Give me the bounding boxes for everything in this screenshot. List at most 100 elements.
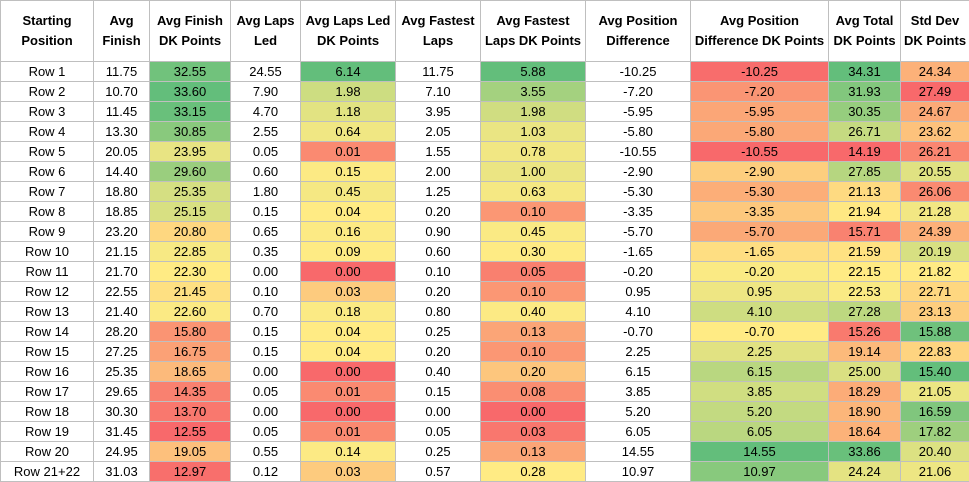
cell: 20.80 (150, 222, 231, 242)
row-label: Row 6 (1, 162, 94, 182)
cell: 0.00 (231, 402, 301, 422)
cell: 22.71 (901, 282, 969, 302)
cell: 16.59 (901, 402, 969, 422)
cell: 0.10 (481, 202, 586, 222)
cell: 0.63 (481, 182, 586, 202)
cell: 0.09 (301, 242, 396, 262)
cell: 0.12 (231, 462, 301, 482)
cell: 21.40 (94, 302, 150, 322)
cell: 26.06 (901, 182, 969, 202)
cell: 5.20 (691, 402, 829, 422)
row-label: Row 7 (1, 182, 94, 202)
cell: 14.55 (691, 442, 829, 462)
cell: 23.62 (901, 122, 969, 142)
cell: 0.15 (231, 342, 301, 362)
cell: -5.95 (586, 102, 691, 122)
cell: 6.05 (586, 422, 691, 442)
cell: 0.10 (396, 262, 481, 282)
cell: 10.97 (586, 462, 691, 482)
cell: -1.65 (691, 242, 829, 262)
column-header: Avg Laps Led DK Points (301, 1, 396, 62)
cell: 0.00 (301, 362, 396, 382)
cell: 18.29 (829, 382, 901, 402)
cell: 0.40 (481, 302, 586, 322)
cell: -0.70 (691, 322, 829, 342)
cell: 0.25 (396, 442, 481, 462)
cell: 10.70 (94, 82, 150, 102)
cell: 25.00 (829, 362, 901, 382)
row-label: Row 20 (1, 442, 94, 462)
cell: -5.70 (586, 222, 691, 242)
cell: 22.85 (150, 242, 231, 262)
cell: 2.55 (231, 122, 301, 142)
cell: 0.04 (301, 322, 396, 342)
cell: -0.20 (691, 262, 829, 282)
cell: -0.20 (586, 262, 691, 282)
cell: 22.30 (150, 262, 231, 282)
cell: 24.24 (829, 462, 901, 482)
cell: 15.80 (150, 322, 231, 342)
cell: 0.01 (301, 142, 396, 162)
cell: 24.67 (901, 102, 969, 122)
cell: 0.10 (481, 282, 586, 302)
row-label: Row 16 (1, 362, 94, 382)
cell: 0.00 (481, 402, 586, 422)
row-label: Row 14 (1, 322, 94, 342)
cell: 22.15 (829, 262, 901, 282)
column-header: Avg Total DK Points (829, 1, 901, 62)
cell: 26.21 (901, 142, 969, 162)
cell: 10.97 (691, 462, 829, 482)
cell: 6.14 (301, 62, 396, 82)
cell: -7.20 (691, 82, 829, 102)
cell: 23.20 (94, 222, 150, 242)
cell: -3.35 (691, 202, 829, 222)
cell: 28.20 (94, 322, 150, 342)
cell: 24.55 (231, 62, 301, 82)
row-label: Row 9 (1, 222, 94, 242)
cell: 20.19 (901, 242, 969, 262)
cell: -10.55 (691, 142, 829, 162)
cell: 15.40 (901, 362, 969, 382)
cell: 22.60 (150, 302, 231, 322)
cell: 2.25 (691, 342, 829, 362)
cell: 33.15 (150, 102, 231, 122)
cell: 0.90 (396, 222, 481, 242)
cell: 6.15 (586, 362, 691, 382)
cell: 0.57 (396, 462, 481, 482)
column-header: Avg Finish (94, 1, 150, 62)
cell: 0.20 (481, 362, 586, 382)
row-label: Row 13 (1, 302, 94, 322)
cell: 24.39 (901, 222, 969, 242)
cell: 3.95 (396, 102, 481, 122)
cell: 30.30 (94, 402, 150, 422)
cell: 5.88 (481, 62, 586, 82)
cell: 22.53 (829, 282, 901, 302)
cell: 15.71 (829, 222, 901, 242)
row-label: Row 12 (1, 282, 94, 302)
cell: 2.25 (586, 342, 691, 362)
cell: 21.28 (901, 202, 969, 222)
cell: 0.60 (231, 162, 301, 182)
cell: 11.75 (94, 62, 150, 82)
cell: 0.05 (396, 422, 481, 442)
cell: 18.65 (150, 362, 231, 382)
cell: 17.82 (901, 422, 969, 442)
cell: -5.30 (691, 182, 829, 202)
cell: 2.05 (396, 122, 481, 142)
cell: 12.55 (150, 422, 231, 442)
cell: -10.25 (586, 62, 691, 82)
column-header: Avg Finish DK Points (150, 1, 231, 62)
cell: 0.05 (481, 262, 586, 282)
cell: 18.64 (829, 422, 901, 442)
cell: 1.80 (231, 182, 301, 202)
cell: 21.15 (94, 242, 150, 262)
cell: 6.15 (691, 362, 829, 382)
cell: 0.03 (301, 282, 396, 302)
cell: 0.40 (396, 362, 481, 382)
row-label: Row 19 (1, 422, 94, 442)
cell: 23.95 (150, 142, 231, 162)
